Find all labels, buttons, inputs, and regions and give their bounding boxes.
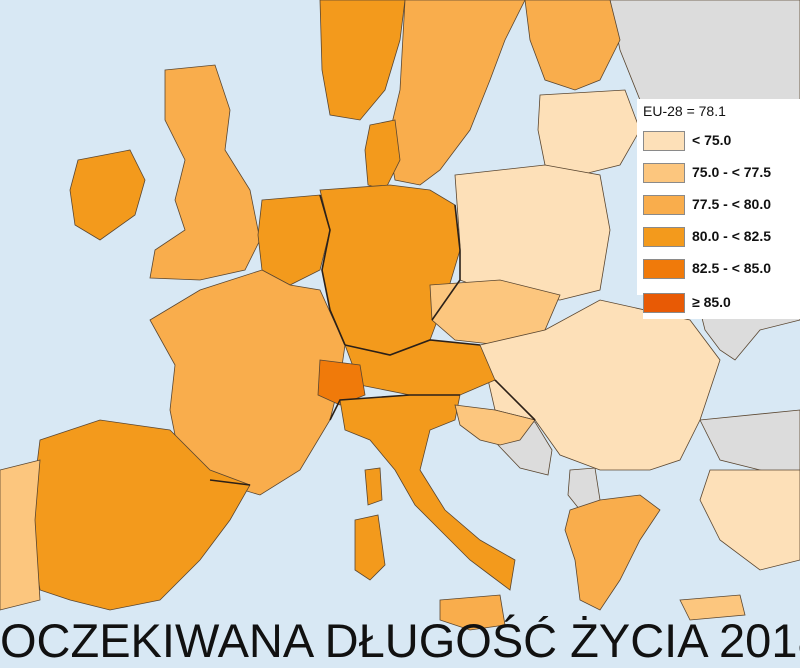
legend-label: 82.5 - < 85.0 (692, 260, 772, 276)
border-west-germany (319, 194, 346, 346)
region-poland (454, 164, 611, 301)
legend-label: ≥ 85.0 (692, 294, 731, 310)
legend-swatch (643, 195, 685, 215)
legend-label: 77.5 - < 80.0 (692, 196, 772, 212)
legend-label: 75.0 - < 77.5 (692, 164, 772, 180)
legend-swatch (643, 259, 685, 279)
border-east-germany (431, 204, 461, 321)
region-east-filler (699, 469, 800, 571)
region-baltics (537, 89, 641, 176)
region-sicily (439, 594, 506, 631)
legend-swatch (643, 293, 685, 313)
region-great-britain (149, 64, 261, 281)
legend-swatch (643, 163, 685, 183)
region-corsica (364, 467, 383, 506)
legend-label: 80.0 - < 82.5 (692, 228, 772, 244)
region-sardinia (354, 514, 386, 581)
border-italy-north (329, 394, 460, 421)
region-croatia (454, 404, 536, 446)
legend-eu-average: EU-28 = 78.1 (643, 103, 726, 119)
region-finland (524, 0, 621, 91)
border-alps (344, 339, 481, 356)
legend-last-row: ≥ 85.0 (643, 293, 800, 319)
legend-label: < 75.0 (692, 132, 732, 148)
region-greece (564, 494, 661, 611)
legend-swatch (643, 227, 685, 247)
region-italy (339, 394, 516, 591)
region-ireland (69, 149, 146, 241)
region-crete (679, 594, 746, 621)
border-balkans (494, 379, 536, 421)
region-norway (319, 0, 406, 121)
legend-swatch (643, 131, 685, 151)
map-title: OCZEKIWANA DŁUGOŚĆ ŻYCIA 2018 (0, 614, 800, 667)
map-legend: EU-28 = 78.1 < 75.0 75.0 - < 77.5 77.5 -… (637, 99, 800, 295)
border-pyrenees (209, 479, 251, 486)
region-portugal (0, 459, 41, 611)
